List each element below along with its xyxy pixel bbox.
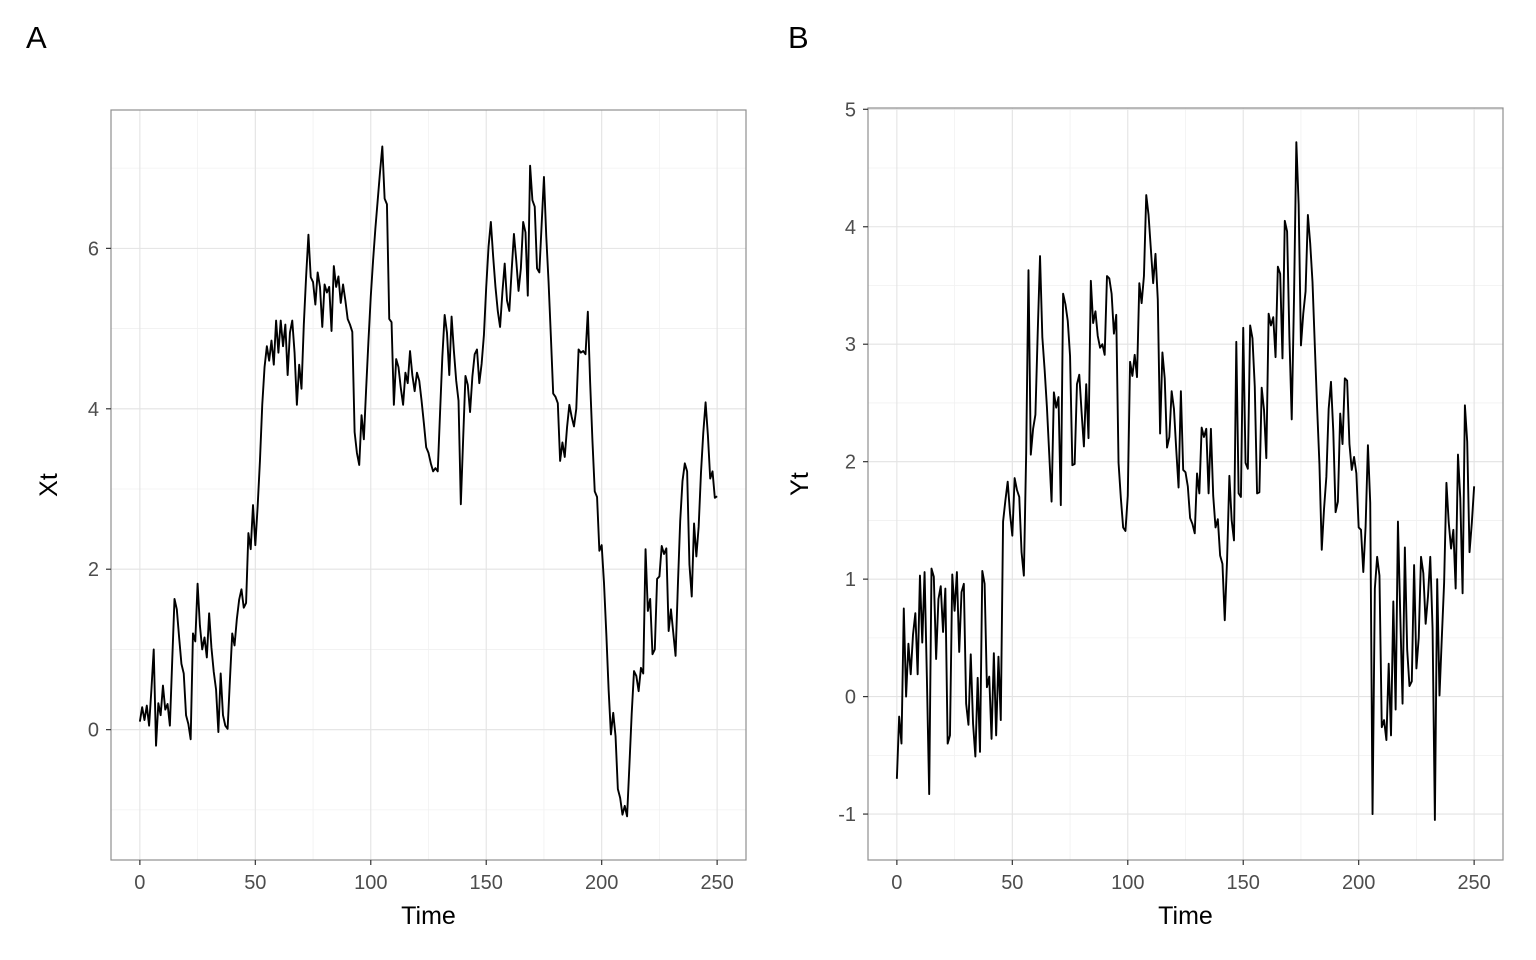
series-line [138,145,718,818]
svg-text:150: 150 [1227,872,1260,894]
svg-text:0: 0 [88,720,99,742]
svg-text:100: 100 [354,872,387,894]
panel-tag-b: B [788,20,809,55]
svg-text:0: 0 [134,872,145,894]
svg-text:2: 2 [845,452,856,474]
svg-text:50: 50 [1001,872,1023,894]
svg-text:250: 250 [1457,872,1490,894]
svg-text:0: 0 [845,687,856,709]
plot-yt: 0 50 100 150 200 250 -1 0 1 2 3 4 5 Time Yt [786,99,1504,930]
y-tick-labels: 0 2 4 6 [88,238,99,741]
y-tick-labels: -1 0 1 2 3 4 5 [838,99,856,826]
svg-text:50: 50 [244,872,266,894]
grid-major [868,108,1503,860]
x-tick-labels: 0 50 100 150 200 250 [134,872,734,894]
svg-text:5: 5 [845,99,856,121]
panel-B: B 0 50 100 150 200 250 -1 0 1 2 3 4 5 Time Yt [768,0,1536,960]
panel-border [110,109,747,861]
y-axis-title: Xt [35,473,63,497]
grid-minor [868,108,1503,860]
panel-A: A 0 50 100 150 200 250 0 2 4 6 Time Xt [26,20,747,930]
x-axis-title: Time [401,902,456,930]
svg-text:4: 4 [88,399,99,421]
svg-text:0: 0 [891,872,902,894]
y-axis-title: Yt [786,472,814,496]
tick-marks [106,247,718,865]
svg-text:250: 250 [700,872,733,894]
svg-text:200: 200 [1342,872,1375,894]
plot-xt: 0 50 100 150 200 250 0 2 4 6 Time Xt [35,109,747,930]
panel-border [867,107,1504,861]
series-line [895,141,1476,821]
svg-text:-1: -1 [838,804,856,826]
svg-text:2: 2 [88,559,99,581]
svg-text:150: 150 [470,872,503,894]
svg-text:6: 6 [88,238,99,260]
svg-text:1: 1 [845,569,856,591]
x-tick-labels: 0 50 100 150 200 250 [891,872,1491,894]
panel-tag-a: A [26,20,47,55]
x-axis-title: Time [1158,902,1213,930]
svg-text:100: 100 [1111,872,1144,894]
svg-text:200: 200 [585,872,618,894]
grid-major [111,110,746,860]
svg-text:3: 3 [845,334,856,356]
svg-text:4: 4 [845,217,856,239]
grid-minor [111,110,746,860]
tick-marks [863,108,1475,865]
